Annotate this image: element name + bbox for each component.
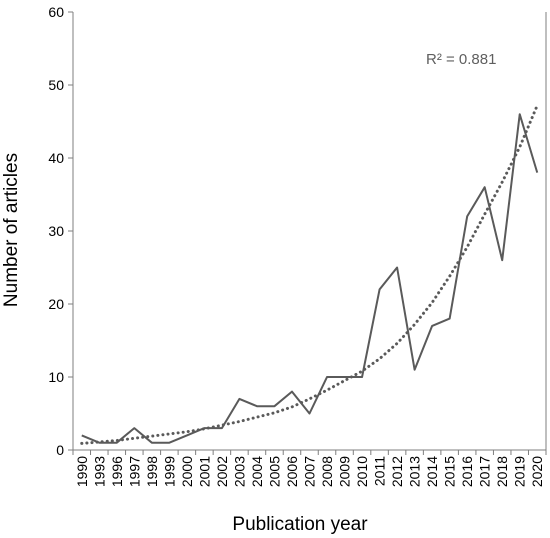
y-axis: 0 10 20 30 40 50 60 bbox=[48, 4, 73, 458]
y-tick-label: 10 bbox=[48, 369, 64, 385]
x-tick-label: 2018 bbox=[494, 456, 510, 487]
x-tick-label: 2012 bbox=[389, 456, 405, 487]
x-tick-label: 2000 bbox=[179, 456, 195, 487]
x-tick-label: 2013 bbox=[407, 456, 423, 487]
x-tick-label: 2008 bbox=[319, 456, 335, 487]
x-tick-label: 2002 bbox=[214, 456, 230, 487]
r-squared-annotation: R² = 0.881 bbox=[426, 51, 496, 68]
x-tick-label: 2003 bbox=[231, 456, 247, 487]
x-tick-label: 1997 bbox=[126, 456, 142, 487]
y-tick-label: 30 bbox=[48, 223, 64, 239]
y-tick-label: 20 bbox=[48, 296, 64, 312]
x-tick-label: 1999 bbox=[161, 456, 177, 487]
x-tick-label: 2011 bbox=[372, 456, 388, 486]
series-line bbox=[81, 113, 539, 444]
y-tick-label: 60 bbox=[48, 4, 64, 20]
x-tick-label: 2019 bbox=[512, 456, 528, 487]
x-tick-label: 2017 bbox=[477, 456, 493, 487]
x-tick-label: 2004 bbox=[249, 456, 265, 487]
y-tick-label: 40 bbox=[48, 150, 64, 166]
y-tick-label: 0 bbox=[56, 442, 64, 458]
x-tick-label: 2014 bbox=[424, 456, 440, 487]
x-tick-label: 2009 bbox=[337, 456, 353, 487]
x-tick-label: 1996 bbox=[109, 456, 125, 487]
x-tick-label: 2005 bbox=[266, 456, 282, 487]
x-tick-label: 2001 bbox=[196, 456, 212, 487]
trendline bbox=[80, 103, 539, 445]
x-tick-label: 1993 bbox=[91, 456, 107, 487]
y-axis-title: Number of articles bbox=[1, 153, 22, 307]
x-tick-label: 2020 bbox=[529, 456, 545, 487]
x-tick-label: 2007 bbox=[302, 456, 318, 487]
series-layer bbox=[80, 103, 539, 445]
x-axis: 1990 1993 1996 1997 1998 1999 2000 2001 2002 2003… bbox=[72, 450, 547, 487]
x-tick-label: 2006 bbox=[284, 456, 300, 487]
x-tick-label: 2010 bbox=[354, 456, 370, 487]
x-tick-label: 1990 bbox=[74, 456, 90, 487]
x-tick-label: 2016 bbox=[459, 456, 475, 487]
x-tick-label: 1998 bbox=[144, 456, 160, 487]
x-tick-label: 2015 bbox=[442, 456, 458, 487]
y-tick-label: 50 bbox=[48, 77, 64, 93]
x-axis-title: Publication year bbox=[232, 514, 368, 535]
